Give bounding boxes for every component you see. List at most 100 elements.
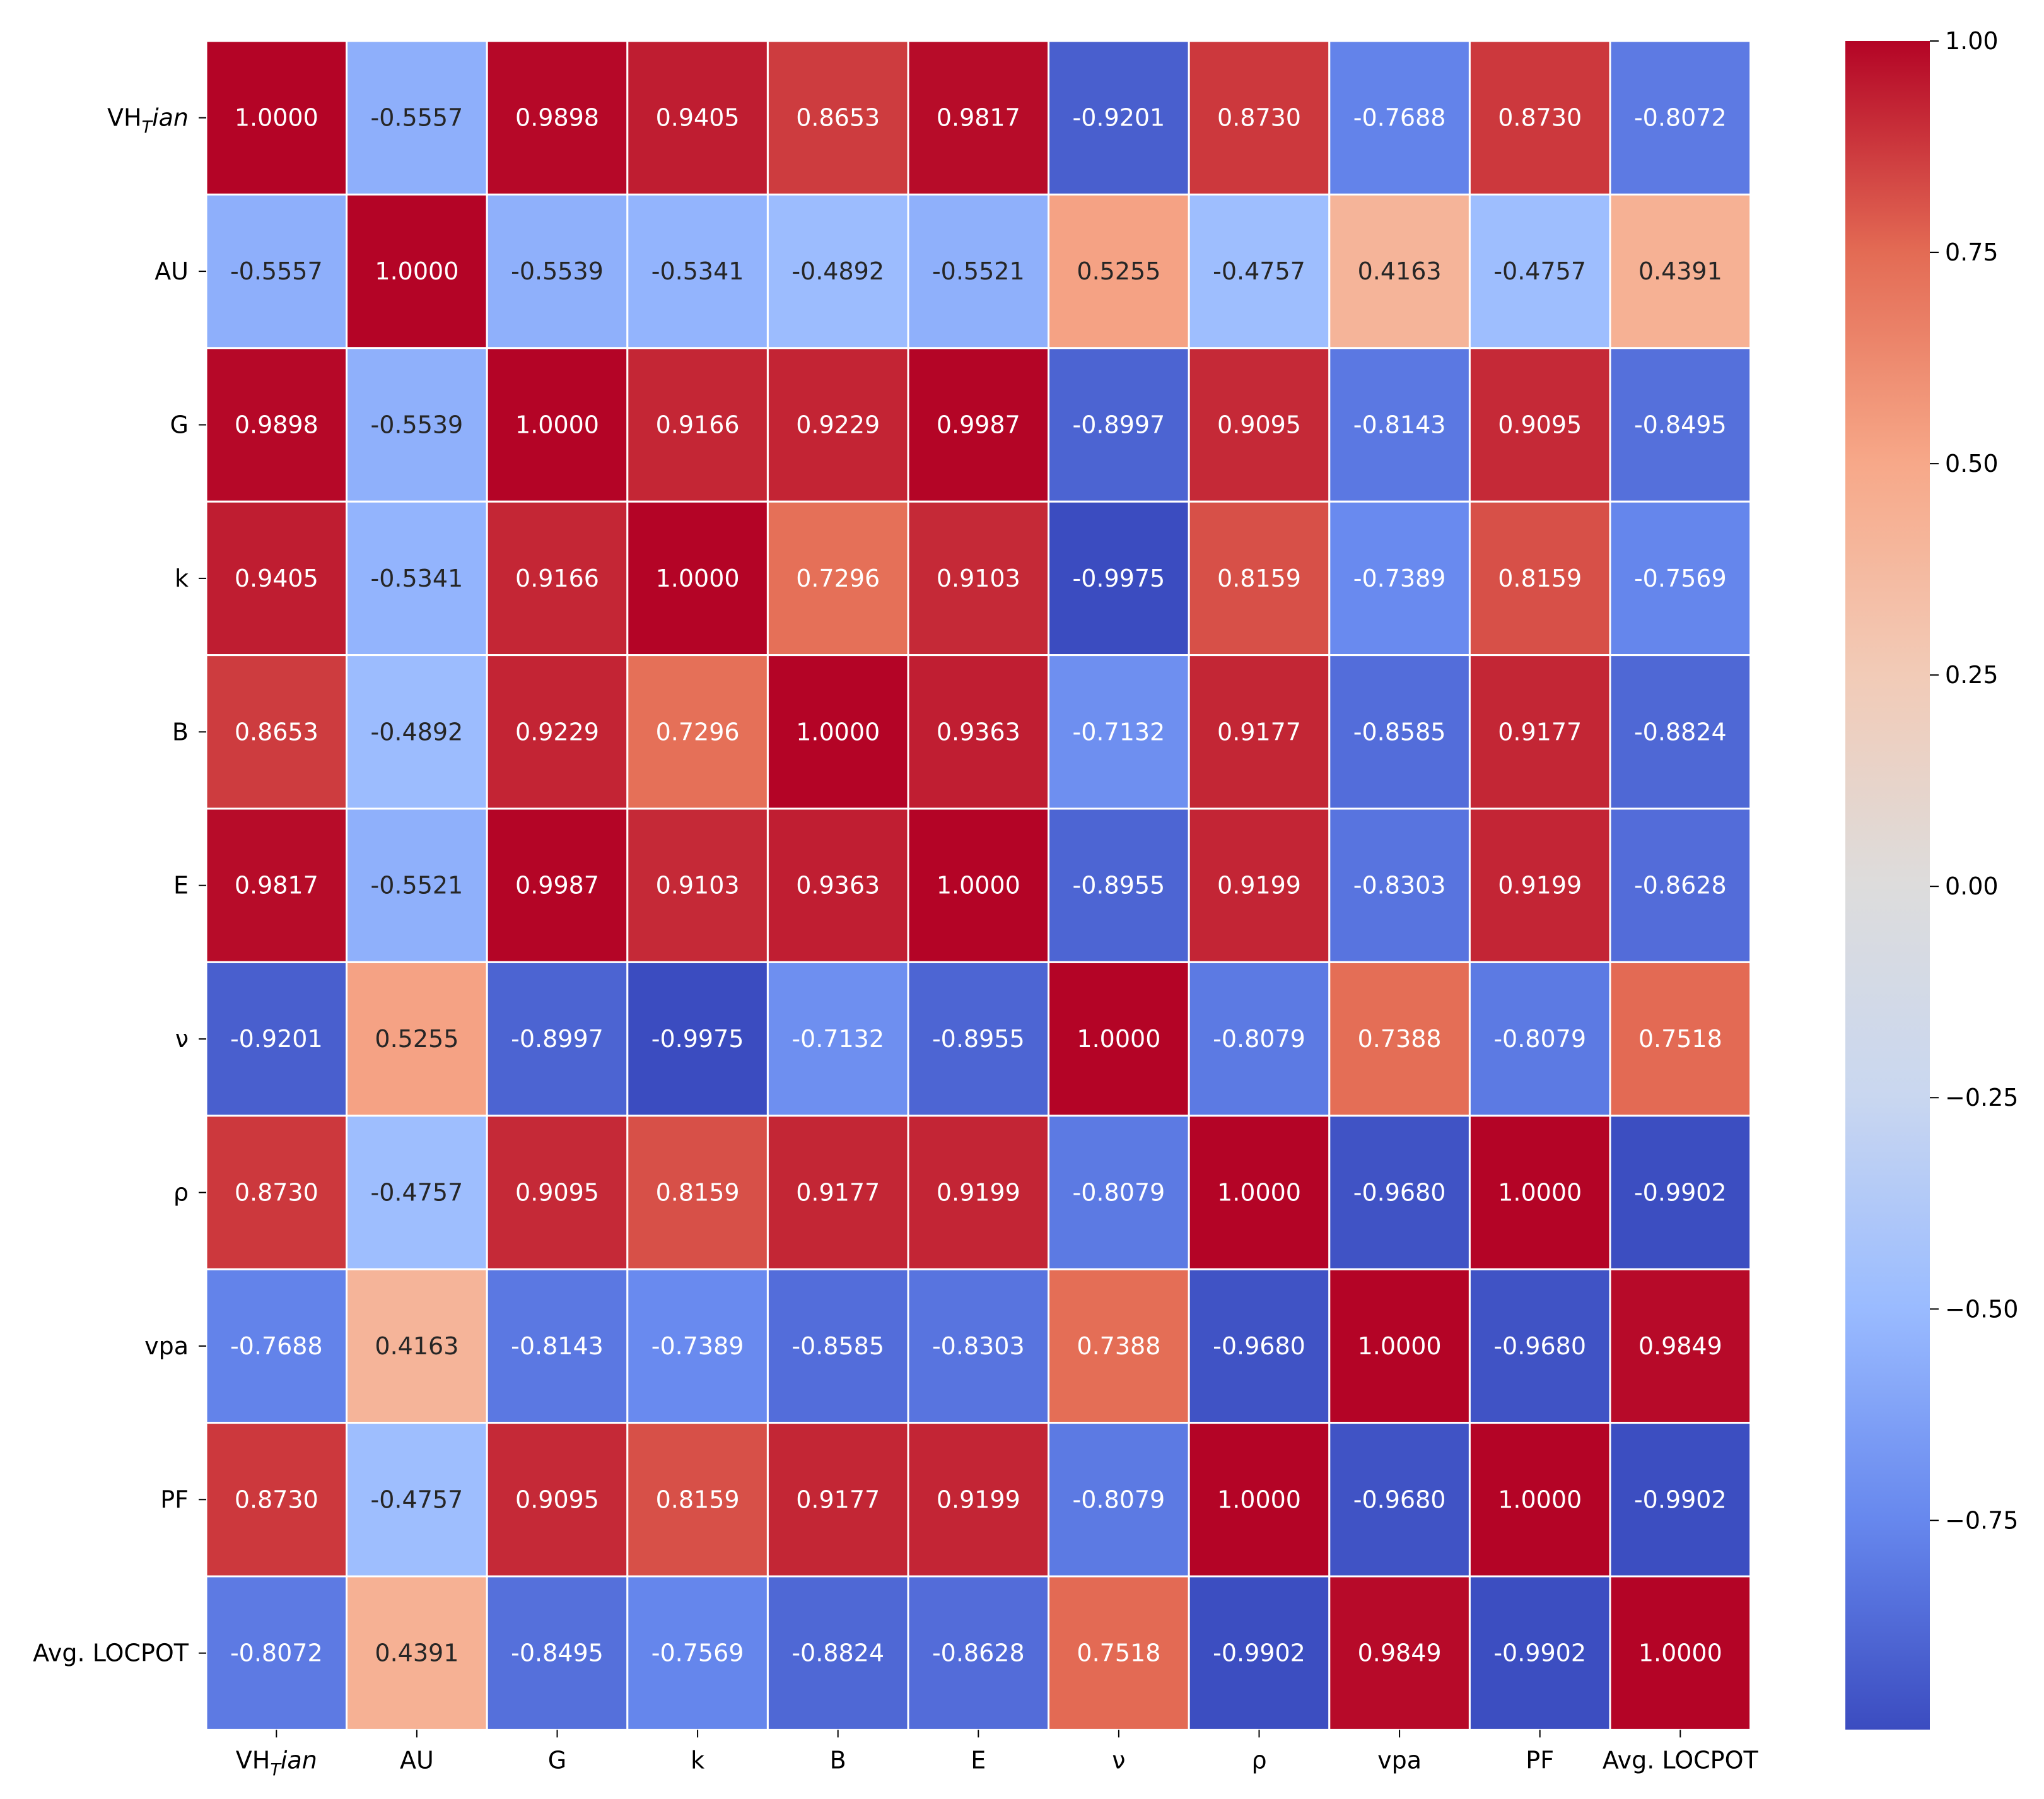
cell-value-label: 0.9199 [937,1179,1020,1207]
cell-value-label: -0.5341 [371,565,464,592]
cell-value-label: 0.7518 [1638,1025,1722,1053]
cell-value-label: 0.4391 [1638,257,1722,285]
cell-value-label: -0.9902 [1213,1639,1305,1667]
heatmap-cell [1328,1575,1471,1731]
heatmap-cell [1188,961,1331,1117]
heatmap-cell [1328,347,1471,503]
heatmap-cell [907,961,1050,1117]
cell-value-label: -0.9902 [1493,1639,1586,1667]
cell-value-label: -0.5557 [230,257,323,285]
cell-value-label: -0.8628 [932,1639,1025,1667]
heatmap-cell [1328,1268,1471,1424]
colorbar-tick-label: 1.00 [1945,27,1999,55]
cell-value-label: -0.8955 [932,1025,1025,1053]
heatmap-cell [1188,1575,1331,1731]
heatmap-cell [205,347,348,503]
cell-value-label: -0.5341 [651,257,744,285]
heatmap-cell [205,1268,348,1424]
row-tick-labels: VHTian AU Gk B Eν ρ vpa PF Avg. LOCPOT [33,104,206,1667]
cell-value-label: 0.5255 [375,1025,458,1053]
heatmap-cell [486,40,629,196]
cell-value-label: 0.7388 [1077,1332,1160,1360]
heatmap-cell [205,1115,348,1270]
heatmap-cell [1328,961,1471,1117]
cell-value-label: 0.9898 [235,411,318,439]
cell-value-label: -0.8824 [1634,718,1727,746]
cell-value-label: -0.9680 [1493,1332,1586,1360]
heatmap-cell [907,193,1050,349]
cell-value-label: -0.9680 [1213,1332,1305,1360]
cell-value-label: 1.0000 [937,872,1020,900]
colorbar-tick-label: −0.50 [1945,1295,2018,1323]
cell-value-label: 0.7296 [796,565,880,592]
heatmap-cell [766,1575,909,1731]
row-tick-label: G [170,411,189,439]
heatmap-cell [1048,1268,1190,1424]
cell-value-label: -0.8955 [1073,872,1165,900]
heatmap-cell [1328,807,1471,963]
heatmap-cell [907,1422,1050,1578]
column-tick-label: AU [400,1746,434,1774]
cell-value-label: 0.4391 [375,1639,458,1667]
cell-value-label: -0.8079 [1073,1179,1165,1207]
cell-value-label: -0.8143 [1353,411,1446,439]
cell-value-label: -0.5557 [371,104,464,132]
column-tick-label: k [691,1746,704,1774]
heatmap-cell [486,1422,629,1578]
cell-value-label: 0.9849 [1638,1332,1722,1360]
heatmap-cell [1328,500,1471,657]
heatmap-cell [1048,193,1190,349]
cell-value-label: -0.7132 [791,1025,884,1053]
cell-value-label: 1.0000 [1358,1332,1442,1360]
cell-value-label: 0.9229 [515,718,599,746]
heatmap-cell [1468,1268,1611,1424]
cell-value-label: 0.7388 [1358,1025,1442,1053]
cell-value-label: 0.9166 [656,411,740,439]
row-tick-label: Avg. LOCPOT [33,1639,189,1667]
heatmap-cell [346,654,488,810]
cell-value-label: -0.5521 [371,872,464,900]
row-tick-label: B [172,718,189,746]
heatmap-cell [1609,1575,1752,1731]
cell-value-label: 0.8159 [656,1179,740,1207]
heatmap-cell [1048,347,1190,503]
cell-value-label: 0.9199 [937,1485,1020,1513]
row-tick-label: AU [155,257,189,285]
cell-value-label: -0.8303 [1353,872,1446,900]
heatmap-cell [766,347,909,503]
heatmap-cell [1188,1268,1331,1424]
heatmap-cell [1188,193,1331,349]
cell-value-label: 0.8653 [796,104,880,132]
heatmap-cell [346,1115,488,1270]
cell-value-label: 1.0000 [375,257,458,285]
column-tick-label: PF [1526,1746,1554,1774]
heatmap-cell [346,500,488,657]
cell-value-label: 0.8730 [1498,104,1582,132]
heatmap-cell [1468,1575,1611,1731]
cell-value-label: 0.9095 [515,1179,599,1207]
cell-value-label: 0.9177 [796,1179,880,1207]
heatmap-cell [1609,40,1752,196]
cell-value-label: -0.8628 [1634,872,1727,900]
cell-value-label: -0.9680 [1353,1179,1446,1207]
heatmap-cell [1048,961,1190,1117]
heatmap-cell [766,500,909,657]
cell-value-label: -0.8079 [1213,1025,1305,1053]
cell-value-label: -0.7389 [651,1332,744,1360]
cell-value-label: -0.5521 [932,257,1025,285]
heatmap-cell [486,961,629,1117]
colorbar-tick-label: 0.00 [1945,872,1999,900]
cell-value-label: -0.7132 [1073,718,1165,746]
heatmap-cell [907,1115,1050,1270]
heatmap-cell [766,654,909,810]
heatmap-cell [907,347,1050,503]
heatmap-cell [1188,1422,1331,1578]
heatmap-cell [205,193,348,349]
cell-value-label: 1.0000 [1217,1485,1301,1513]
cell-value-label: -0.5539 [511,257,604,285]
cell-value-label: -0.4892 [371,718,464,746]
cell-value-label: -0.4757 [1493,257,1586,285]
cell-value-label: -0.8143 [511,1332,604,1360]
heatmap-cell [1609,1268,1752,1424]
cell-value-label: -0.4892 [791,257,884,285]
